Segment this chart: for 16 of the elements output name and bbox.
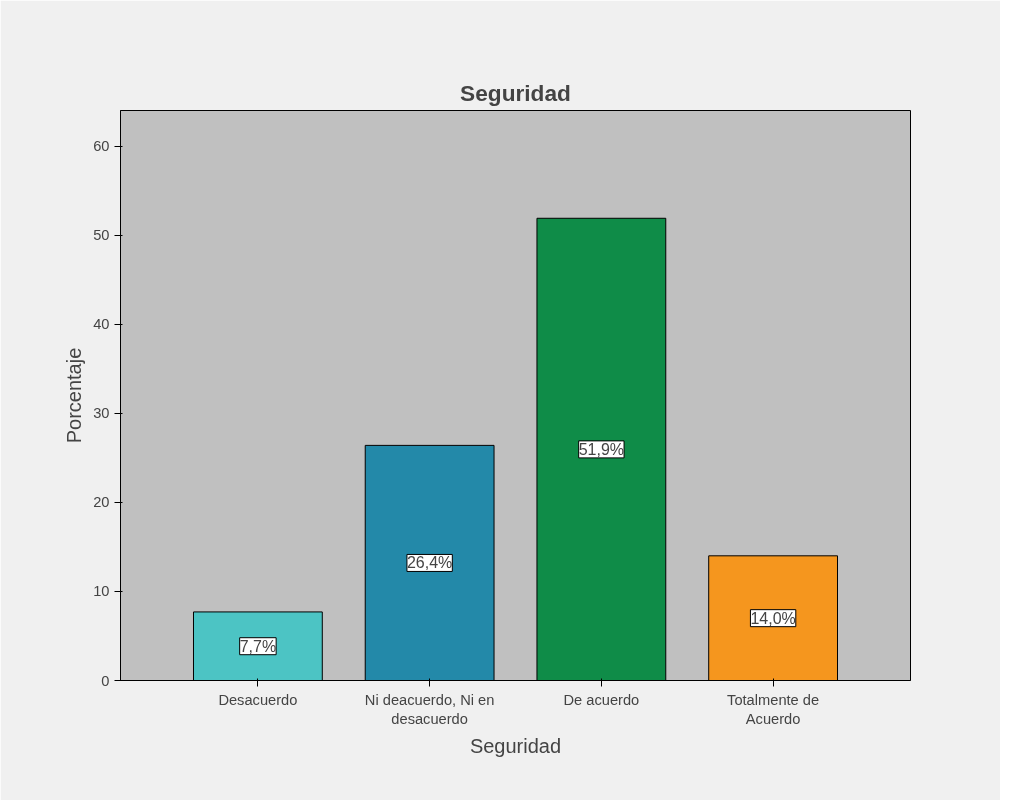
y-axis-title: Porcentaje [63,347,86,444]
y-tick-label: 40 [93,316,110,333]
x-tick-label: De acuerdo [563,691,640,708]
y-tick-label: 50 [93,227,110,244]
chart-title: Seguridad [460,79,571,106]
y-tick-label: 30 [93,405,110,422]
y-tick-label: 60 [93,138,110,155]
y-tick-label: 20 [93,494,110,511]
x-axis-title: Seguridad [469,734,562,757]
y-tick-label: 0 [101,672,110,689]
y-tick-label: 10 [93,583,110,600]
data-label: 14,0% [750,609,796,627]
data-label: 7,7% [239,637,277,655]
x-tick-label: Desacuerdo [218,691,298,708]
x-tick-label: Totalmente de Acuerdo [727,691,820,727]
x-tick-label: Ni deacuerdo, Ni en desacuerdo [364,691,495,727]
